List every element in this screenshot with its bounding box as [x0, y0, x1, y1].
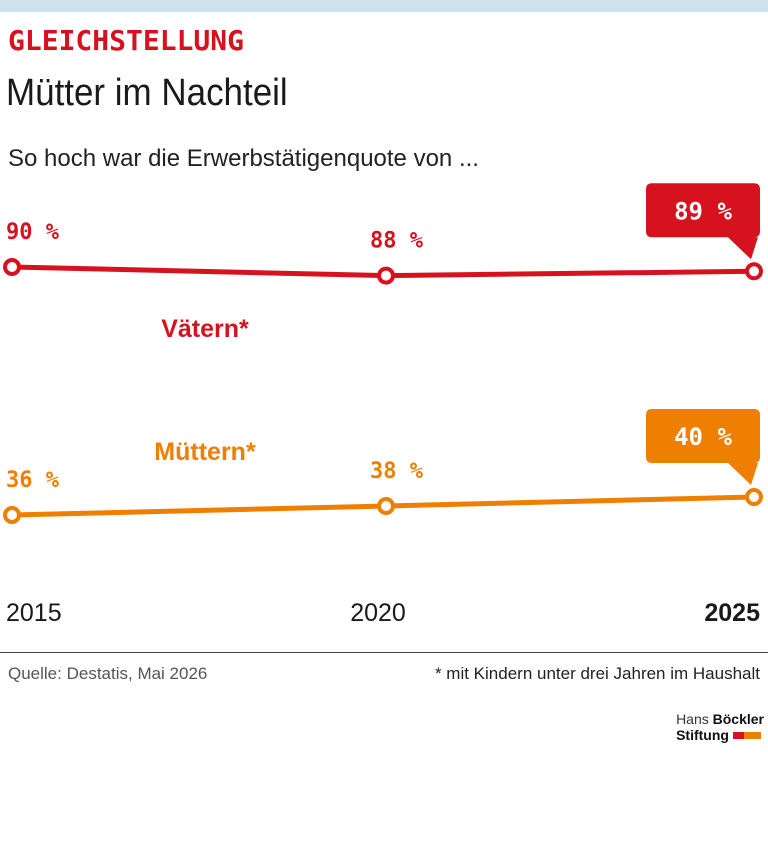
subtitle: So hoch war die Erwerbstätigenquote von …	[8, 145, 479, 172]
data-point-1-3	[745, 262, 763, 281]
data-point-2-1	[3, 506, 21, 524]
source-note: Quelle: Destatis, Mai 2026	[8, 664, 208, 683]
x-tick-label-2015: 2015	[6, 599, 62, 627]
data-point-1-2	[377, 266, 395, 285]
data-point-2-2	[377, 497, 395, 515]
logo-red-bar	[732, 731, 744, 739]
callout-box-2	[646, 409, 760, 485]
line-chart: 90 % 88 % 89 % Vätern* 36 % 38 % 40 % Müttern* 2…	[3, 183, 763, 627]
top-bar	[0, 0, 768, 12]
footnote: * mit Kindern unter drei Jahren im Haush…	[434, 664, 760, 683]
logo-orange-bar	[743, 731, 761, 739]
callout-box-1	[646, 183, 760, 260]
kicker: GLEICHSTELLUNG	[8, 24, 245, 57]
data-label-2-1: 36 %	[6, 468, 60, 493]
series-name-2: Müttern*	[154, 438, 256, 466]
series-name-1: Vätern*	[161, 315, 249, 343]
data-point-1-1	[3, 258, 21, 276]
data-label-1-1: 90 %	[6, 220, 60, 245]
data-point-2-3	[745, 488, 763, 506]
logo-text-light: Hans	[676, 711, 713, 727]
data-label-1-2: 88 %	[370, 229, 424, 254]
x-tick-label-2025: 2025	[704, 599, 760, 627]
callout-label-2: 40 %	[674, 423, 732, 451]
hans-boeckler-logo: Hans Böckler Stiftung	[676, 711, 764, 743]
logo-text-bold: Böckler	[712, 711, 764, 727]
divider	[0, 652, 768, 653]
data-label-2-2: 38 %	[370, 459, 424, 484]
logo-text-stiftung: Stiftung	[676, 727, 729, 743]
x-tick-label-2020: 2020	[350, 599, 406, 627]
page-title: Mütter im Nachteil	[6, 72, 288, 114]
callout-label-1: 89 %	[674, 197, 732, 225]
